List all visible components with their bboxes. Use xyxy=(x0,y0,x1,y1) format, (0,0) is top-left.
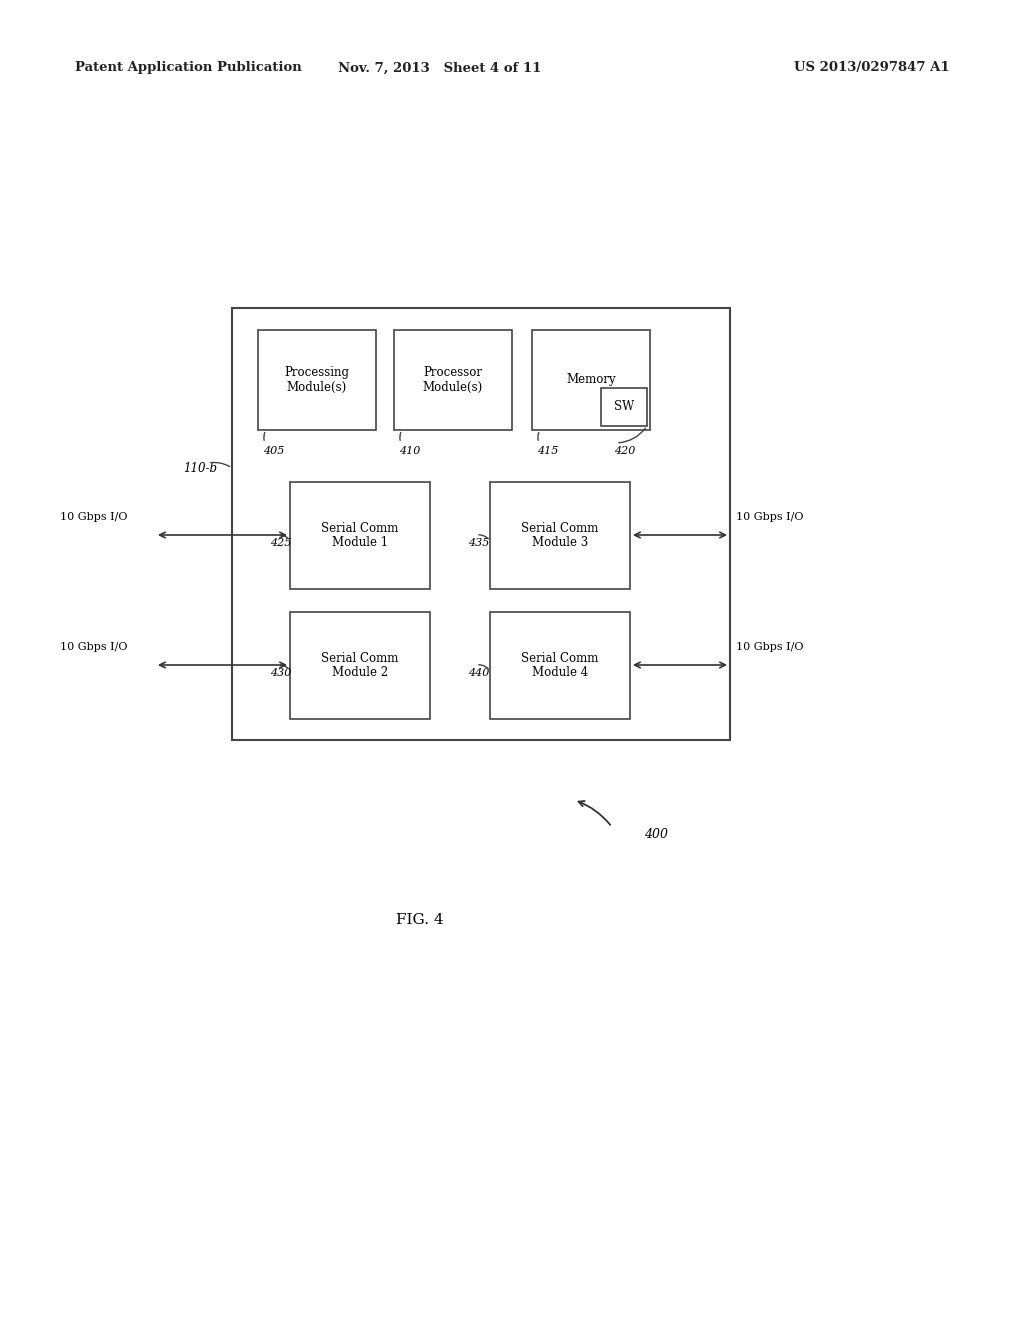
Text: 410: 410 xyxy=(399,446,421,455)
Text: Serial Comm
Module 2: Serial Comm Module 2 xyxy=(322,652,398,680)
Text: Processor
Module(s): Processor Module(s) xyxy=(423,366,483,393)
Text: 400: 400 xyxy=(644,828,668,841)
Bar xyxy=(290,482,430,589)
Text: 10 Gbps I/O: 10 Gbps I/O xyxy=(60,512,128,521)
Text: Patent Application Publication: Patent Application Publication xyxy=(75,62,302,74)
Bar xyxy=(490,482,630,589)
Text: 405: 405 xyxy=(263,446,285,455)
Text: 10 Gbps I/O: 10 Gbps I/O xyxy=(736,642,804,652)
Text: Serial Comm
Module 3: Serial Comm Module 3 xyxy=(521,521,599,549)
Bar xyxy=(232,308,730,741)
Bar xyxy=(258,330,376,430)
Text: 430: 430 xyxy=(270,668,292,678)
Text: 435: 435 xyxy=(468,539,489,548)
Text: SW: SW xyxy=(613,400,634,413)
Bar xyxy=(532,330,650,430)
Text: Serial Comm
Module 1: Serial Comm Module 1 xyxy=(322,521,398,549)
Bar xyxy=(394,330,512,430)
Text: US 2013/0297847 A1: US 2013/0297847 A1 xyxy=(795,62,950,74)
Text: 420: 420 xyxy=(614,446,635,455)
Text: Serial Comm
Module 4: Serial Comm Module 4 xyxy=(521,652,599,680)
Text: 440: 440 xyxy=(468,668,489,678)
Text: Nov. 7, 2013   Sheet 4 of 11: Nov. 7, 2013 Sheet 4 of 11 xyxy=(338,62,542,74)
Text: 425: 425 xyxy=(270,539,292,548)
Text: 10 Gbps I/O: 10 Gbps I/O xyxy=(736,512,804,521)
Text: 110-b: 110-b xyxy=(183,462,217,474)
Bar xyxy=(290,612,430,719)
Bar xyxy=(601,388,647,426)
Text: Memory: Memory xyxy=(566,374,615,387)
Text: 415: 415 xyxy=(537,446,558,455)
Text: FIG. 4: FIG. 4 xyxy=(396,913,443,927)
Text: Processing
Module(s): Processing Module(s) xyxy=(285,366,349,393)
Bar xyxy=(490,612,630,719)
Text: 10 Gbps I/O: 10 Gbps I/O xyxy=(60,642,128,652)
